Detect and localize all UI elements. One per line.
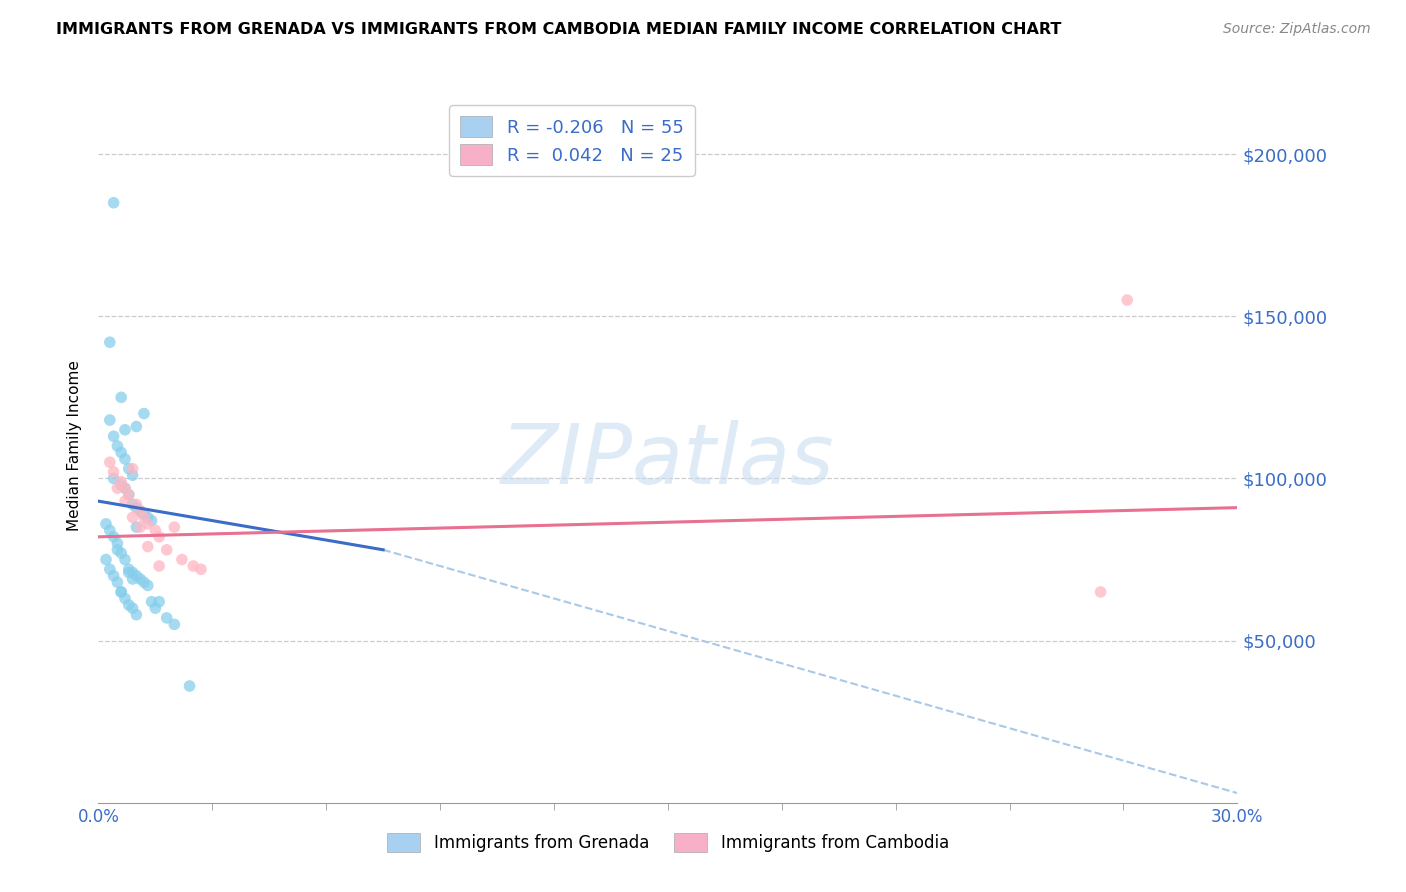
Point [136,516,159,531]
Point [110,478,132,492]
Text: IMMIGRANTS FROM GRENADA VS IMMIGRANTS FROM CAMBODIA MEDIAN FAMILY INCOME CORRELA: IMMIGRANTS FROM GRENADA VS IMMIGRANTS FR… [56,22,1062,37]
Point [125,497,148,511]
Point [145,524,167,538]
Point [103,471,125,485]
Point [103,429,125,443]
Point [110,585,132,599]
Point [148,595,170,609]
Point [156,542,179,557]
Point [163,520,186,534]
Point [103,195,125,210]
Point [98,335,121,350]
Point [114,423,136,437]
Point [148,559,170,574]
Point [183,559,205,574]
Point [107,536,129,550]
Point [118,562,141,576]
Point [98,524,121,538]
Point [129,504,152,518]
Point [118,488,141,502]
Point [114,591,136,606]
Point [125,607,148,622]
Point [94,552,117,566]
Point [107,439,129,453]
Point [103,530,125,544]
Point [98,413,121,427]
Point [103,568,125,582]
Point [145,601,167,615]
Point [132,575,155,590]
Legend: Immigrants from Grenada, Immigrants from Cambodia: Immigrants from Grenada, Immigrants from… [380,826,956,859]
Point [163,617,186,632]
Point [136,578,159,592]
Point [121,566,143,580]
Point [121,572,143,586]
Point [114,494,136,508]
Point [136,510,159,524]
Point [114,452,136,467]
Point [118,488,141,502]
Point [103,465,125,479]
Point [1090,585,1112,599]
Point [121,461,143,475]
Point [156,611,179,625]
Point [125,419,148,434]
Point [110,445,132,459]
Point [141,595,163,609]
Point [98,455,121,469]
Point [132,407,155,421]
Text: Source: ZipAtlas.com: Source: ZipAtlas.com [1223,22,1371,37]
Point [94,516,117,531]
Point [148,530,170,544]
Point [125,520,148,534]
Point [179,679,201,693]
Point [129,504,152,518]
Point [141,514,163,528]
Point [110,546,132,560]
Text: ZIPatlas: ZIPatlas [501,420,835,500]
Point [125,568,148,582]
Point [118,598,141,612]
Point [129,520,152,534]
Point [114,481,136,495]
Point [125,500,148,515]
Point [110,390,132,404]
Point [1116,293,1139,307]
Point [110,585,132,599]
Point [107,481,129,495]
Point [136,540,159,554]
Point [121,601,143,615]
Point [121,510,143,524]
Point [170,552,193,566]
Y-axis label: Median Family Income: Median Family Income [67,360,83,532]
Point [118,461,141,475]
Point [114,552,136,566]
Point [190,562,212,576]
Point [107,542,129,557]
Point [132,510,155,524]
Point [107,575,129,590]
Point [129,572,152,586]
Point [121,468,143,483]
Point [121,497,143,511]
Point [132,507,155,521]
Point [98,562,121,576]
Point [118,566,141,580]
Point [114,481,136,495]
Point [110,475,132,489]
